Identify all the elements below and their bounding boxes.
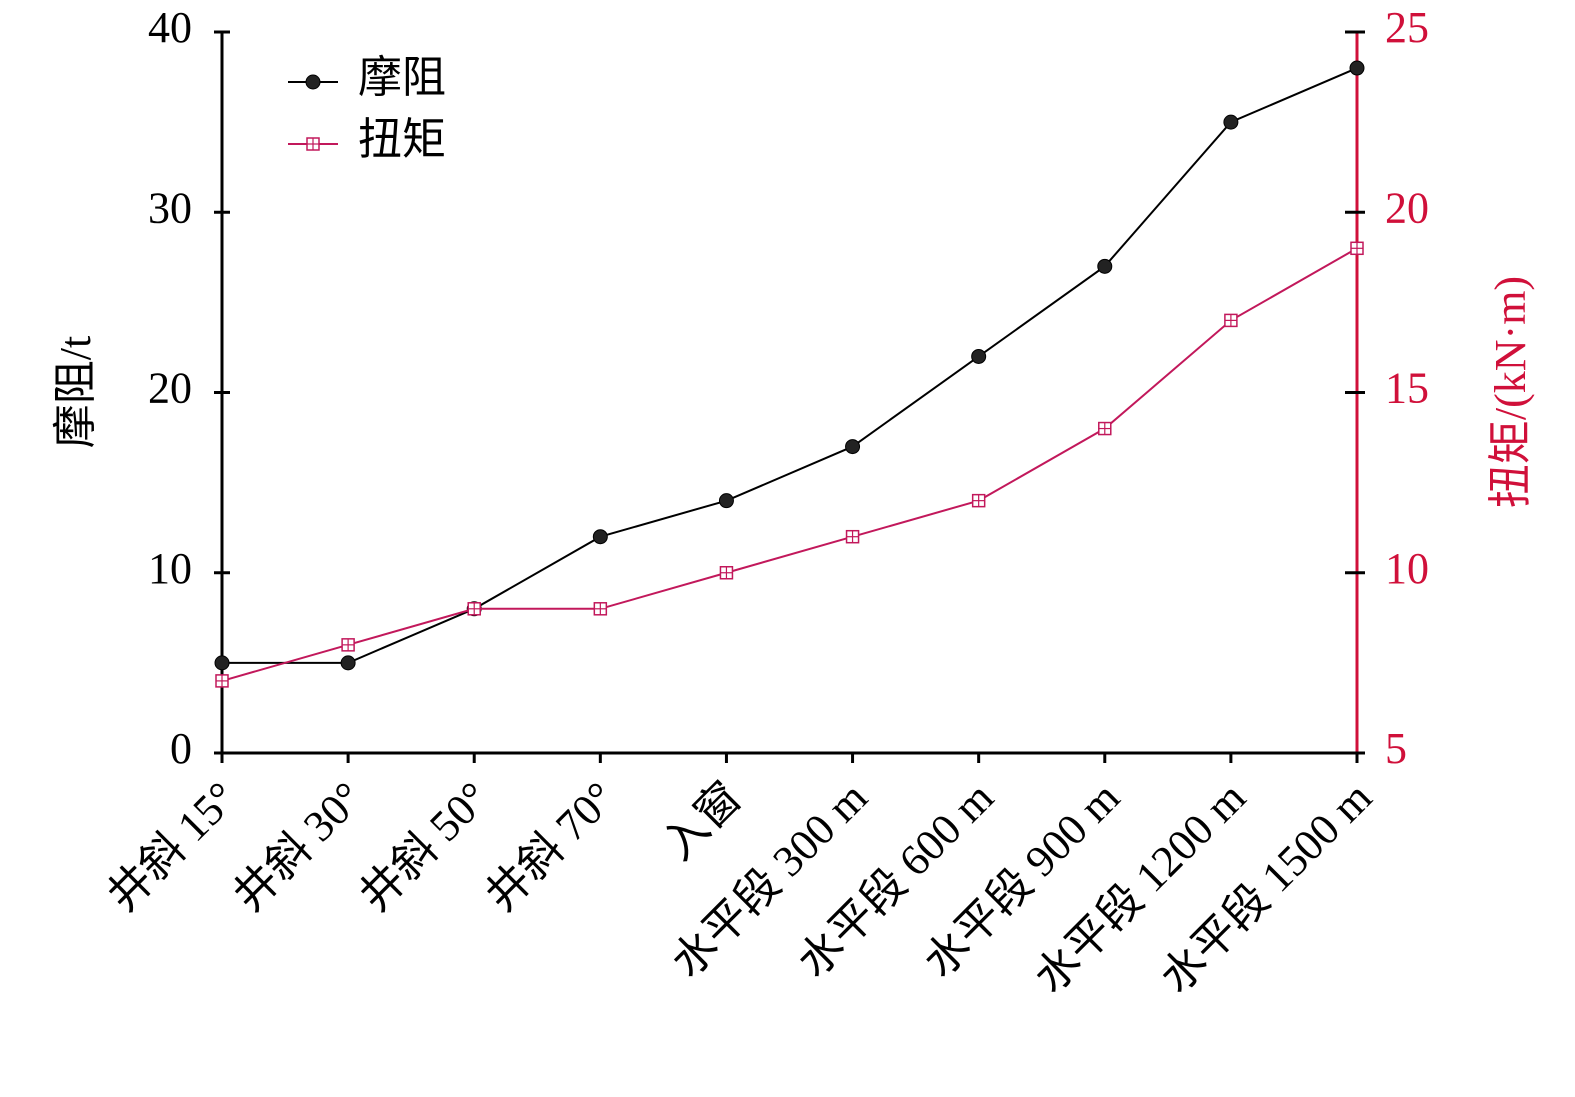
y2-tick-label: 15 [1385,364,1429,413]
y-tick-label: 30 [148,183,192,232]
y-tick-label: 10 [148,544,192,593]
data-point [845,529,860,544]
data-point [1098,421,1112,436]
data-point [215,674,229,688]
y-axis-label: 摩阻/t [51,336,100,448]
y2-tick-label: 10 [1385,544,1429,593]
series-line [222,67,1358,664]
data-point [1097,258,1113,274]
data-point [971,493,986,508]
data-point [592,529,608,545]
data-point [1350,241,1364,256]
x-tick-label: 井斜 50° [350,773,498,921]
legend-marker [306,137,320,151]
y2-tick-label: 25 [1385,3,1429,52]
y2-tick-label: 20 [1385,183,1429,232]
data-point [593,602,608,616]
y-tick-label: 0 [170,724,192,773]
legend-marker [305,74,321,90]
x-tick-label: 井斜 30° [224,773,372,921]
data-point [1224,313,1238,328]
data-point [718,493,734,509]
y2-axis-label: 扭矩/(kN·m) [1486,276,1535,508]
data-point [719,566,734,580]
data-point [845,439,861,455]
x-tick-label: 入窗 [654,773,751,870]
x-tick-label: 井斜 70° [476,773,624,921]
legend-label: 摩阻 [358,53,446,102]
data-point [214,655,230,671]
data-point [467,602,481,616]
x-tick-label: 井斜 15° [98,773,246,921]
y2-tick-label: 5 [1385,724,1407,773]
data-point [1223,114,1239,130]
y-tick-label: 40 [148,3,192,52]
data-point [340,655,356,671]
series-line [221,247,1358,682]
y-tick-label: 20 [148,364,192,413]
data-point [1349,60,1365,76]
data-point [971,348,987,364]
legend-label: 扭矩 [358,115,446,164]
data-point [341,638,355,652]
